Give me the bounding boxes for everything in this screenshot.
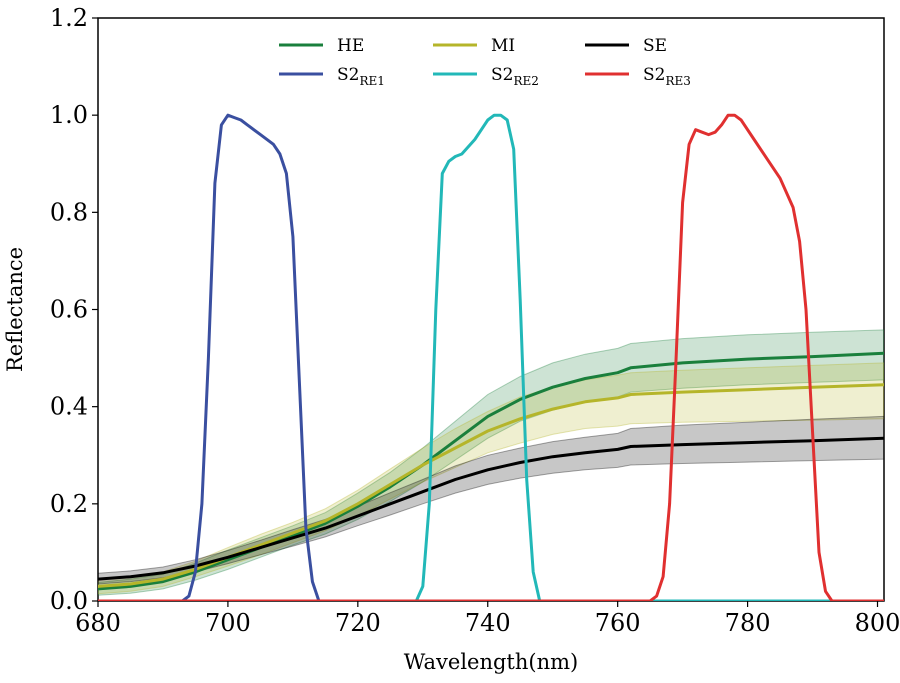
x-axis-ticks: 680 700 720 740 760 780 800 (75, 601, 900, 637)
legend-label-s2re2: S2RE2 (491, 65, 539, 88)
y-tick-label: 0.2 (50, 490, 88, 518)
line-he (98, 351, 884, 591)
y-tick-label: 0.6 (50, 296, 88, 324)
legend-label-s2re1: S2RE1 (337, 65, 385, 88)
y-tick-label: 1.0 (50, 101, 88, 129)
x-tick-label: 700 (205, 609, 251, 637)
line-se (98, 436, 884, 581)
line-s2re2 (98, 113, 884, 601)
y-tick-label: 0.0 (50, 587, 88, 615)
x-tick-label: 680 (75, 609, 121, 637)
y-tick-label: 0.4 (50, 393, 88, 421)
x-tick-label: 760 (595, 609, 641, 637)
legend-label-mi: MI (491, 36, 515, 56)
band-he (98, 329, 884, 596)
x-tick-label: 720 (335, 609, 381, 637)
x-tick-label: 780 (725, 609, 771, 637)
plot-area (97, 17, 885, 602)
line-mi (98, 383, 884, 588)
x-tick-label: 740 (465, 609, 511, 637)
y-tick-label: 0.8 (50, 198, 88, 226)
legend-label-he: HE (337, 36, 364, 56)
line-s2re1 (98, 113, 884, 601)
x-axis-label: Wavelength(nm) (404, 650, 578, 674)
y-tick-label: 1.2 (50, 4, 88, 32)
line-s2re3 (98, 113, 884, 601)
y-axis-label: Reflectance (3, 247, 27, 372)
confidence-bands (98, 329, 884, 596)
x-tick-label: 800 (855, 609, 900, 637)
legend: HE MI SE S2RE1 S2RE2 S2RE3 (279, 36, 691, 88)
legend-label-s2re3: S2RE3 (643, 65, 691, 88)
series-lines (98, 113, 884, 601)
y-axis-ticks: 0.0 0.2 0.4 0.6 0.8 1.0 1.2 (50, 4, 98, 615)
legend-label-se: SE (643, 36, 667, 56)
